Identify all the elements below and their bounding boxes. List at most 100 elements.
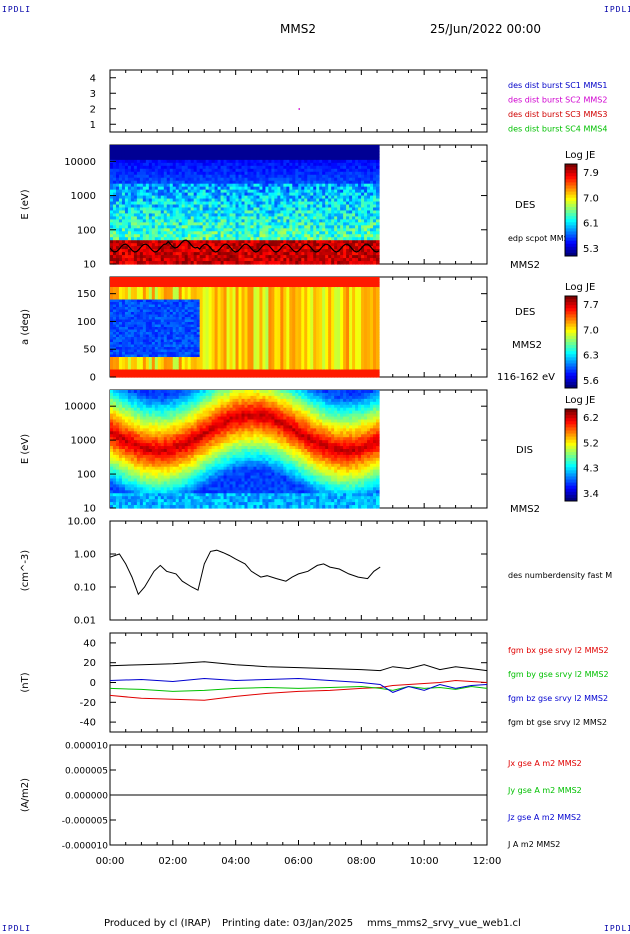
spectrogram-cell <box>163 225 168 229</box>
spectrogram-cell <box>322 261 326 265</box>
spectrogram-cell <box>247 156 252 161</box>
spectrogram-cell <box>286 207 290 212</box>
spectrogram-cell <box>127 145 132 149</box>
spectrogram-cell <box>340 222 344 226</box>
spectrogram-cell <box>115 359 120 363</box>
spectrogram-cell <box>121 153 126 158</box>
spectrogram-cell <box>136 297 141 301</box>
spectrogram-cell <box>133 354 138 358</box>
spectrogram-cell <box>310 207 314 212</box>
spectrogram-cell <box>211 201 216 206</box>
spectrogram-cell <box>289 174 293 179</box>
spectrogram-cell <box>124 349 129 353</box>
spectrogram-cell <box>220 145 225 149</box>
spectrogram-cell <box>310 216 314 220</box>
spectrogram-cell <box>115 183 120 188</box>
spectrogram-cell <box>358 237 362 241</box>
spectrogram-cell <box>110 312 114 316</box>
spectrogram-cell <box>169 145 174 149</box>
spectrogram-cell <box>145 150 150 155</box>
spectrogram-cell <box>181 171 186 176</box>
spectrogram-cell <box>118 279 123 283</box>
colorbar-swatch <box>565 231 577 236</box>
spectrogram-cell <box>136 284 141 288</box>
spectrogram-cell <box>157 150 162 155</box>
spectrogram-cell <box>250 249 255 253</box>
spectrogram-cell <box>319 201 323 206</box>
spectrogram-cell <box>136 180 141 185</box>
spectrogram-cell <box>304 213 308 217</box>
spectrogram-cell <box>187 192 192 197</box>
spectrogram-cell <box>217 159 222 164</box>
spectrogram-cell <box>283 252 287 256</box>
spectrogram-cell <box>298 180 302 185</box>
spectrogram-cell <box>364 240 368 244</box>
spectrogram-cell <box>118 240 123 244</box>
spectrogram-cell <box>346 204 350 209</box>
spectrogram-cell <box>256 145 261 149</box>
spectrogram-cell <box>121 204 126 209</box>
spectrogram-cell <box>124 234 129 238</box>
spectrogram-cell <box>124 255 129 259</box>
spectrogram-cell <box>322 240 326 244</box>
spectrogram-cell <box>328 145 332 149</box>
spectrogram-cell <box>178 322 183 326</box>
spectrogram-cell <box>274 240 278 244</box>
spectrogram-cell <box>190 180 195 185</box>
spectrogram-cell <box>181 162 186 167</box>
spectrogram-cell <box>217 189 222 194</box>
spectrogram-cell <box>253 186 258 191</box>
spectrogram-cell <box>118 145 123 149</box>
spectrogram-cell <box>322 207 326 212</box>
spectrogram-cell <box>268 207 272 212</box>
spectrogram-cell <box>310 177 314 182</box>
spectrogram-cell <box>304 204 308 209</box>
spectrogram-cell <box>136 234 141 238</box>
spectrogram-cell <box>376 225 380 229</box>
spectrogram-cell <box>253 222 258 226</box>
spectrogram-cell <box>280 186 284 191</box>
spectrogram-cell <box>337 210 341 215</box>
spectrogram-cell <box>172 258 177 262</box>
spectrogram-cell <box>250 165 255 170</box>
spectrogram-cell <box>145 364 150 368</box>
spectrogram-cell <box>157 312 162 316</box>
spectrogram-cell <box>127 228 132 232</box>
spectrogram-cell <box>142 165 147 170</box>
spectrogram-cell <box>115 180 120 185</box>
spectrogram-cell <box>370 168 374 173</box>
spectrogram-cell <box>157 210 162 215</box>
spectrogram-cell <box>187 255 192 259</box>
spectrogram-cell <box>370 228 374 232</box>
spectrogram-cell <box>271 174 275 179</box>
spectrogram-cell <box>151 372 156 376</box>
spectrogram-cell <box>154 342 159 346</box>
spectrogram-cell <box>127 165 132 170</box>
spectrogram-cell <box>349 213 353 217</box>
spectrogram-cell <box>148 228 153 232</box>
spectrogram-cell <box>127 349 132 353</box>
spectrogram-cell <box>310 156 314 161</box>
spectrogram-cell <box>145 240 150 244</box>
spectrogram-cell <box>142 279 147 283</box>
spectrogram-cell <box>190 150 195 155</box>
spectrogram-cell <box>334 186 338 191</box>
spectrogram-cell <box>352 219 356 223</box>
spectrogram-cell <box>271 228 275 232</box>
spectrogram-cell <box>163 150 168 155</box>
spectrogram-cell <box>217 246 222 250</box>
spectrogram-cell <box>124 292 129 296</box>
spectrogram-cell <box>127 162 132 167</box>
spectrogram-cell <box>160 228 165 232</box>
spectrogram-cell <box>145 349 150 353</box>
spectrogram-cell <box>208 231 213 235</box>
spectrogram-cell <box>193 153 198 158</box>
spectrogram-cell <box>364 189 368 194</box>
spectrogram-cell <box>142 171 147 176</box>
spectrogram-cell <box>172 186 177 191</box>
spectrogram-cell <box>196 228 201 232</box>
spectrogram-cell <box>268 210 272 215</box>
spectrogram-cell <box>232 210 237 215</box>
spectrogram-cell <box>343 210 347 215</box>
spectrogram-cell <box>346 159 350 164</box>
